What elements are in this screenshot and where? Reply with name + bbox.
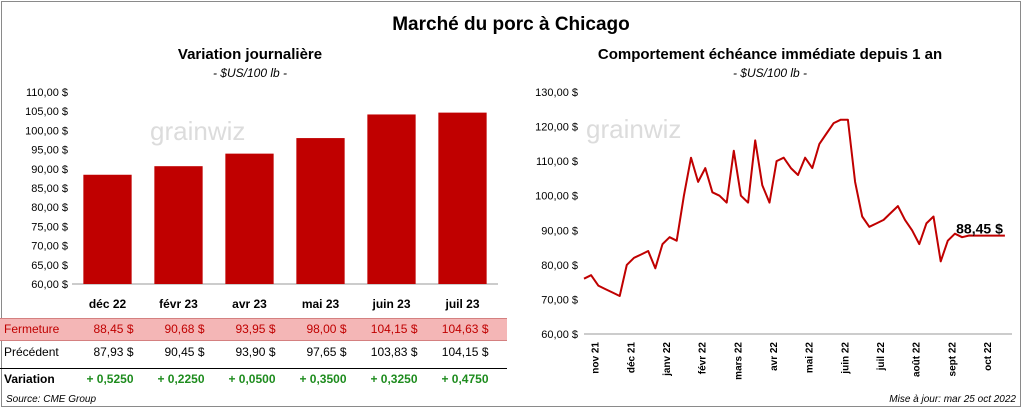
x-tick-label: déc 21 xyxy=(626,342,637,374)
table-cell: + 0,3250 xyxy=(370,372,418,386)
bar xyxy=(83,174,132,284)
table-cell: 93,95 $ xyxy=(235,322,276,336)
table-cell: 90,45 $ xyxy=(164,345,205,359)
y-tick-label: 105,00 $ xyxy=(25,106,68,118)
y-tick-label: 80,00 $ xyxy=(541,260,578,272)
table-cell: 104,15 $ xyxy=(441,345,489,359)
y-tick-label: 100,00 $ xyxy=(535,191,578,203)
x-tick-label: avr 23 xyxy=(232,297,267,311)
bar xyxy=(438,112,487,285)
page-title: Marché du porc à Chicago xyxy=(392,14,630,35)
x-tick-label: janv 22 xyxy=(662,342,673,377)
table-cell: + 0,0500 xyxy=(228,372,276,386)
y-tick-label: 120,00 $ xyxy=(535,122,578,134)
bar xyxy=(225,153,274,284)
y-tick-label: 90,00 $ xyxy=(541,225,578,237)
table-row-close: Fermeture 88,45 $ 90,68 $ 93,95 $ 98,00 $ 10… xyxy=(0,318,507,341)
last-value-label: 88,45 $ xyxy=(956,221,1003,237)
x-tick-label: juin 23 xyxy=(371,297,410,311)
x-tick-label: mai 22 xyxy=(805,342,816,374)
table-cell: 90,68 $ xyxy=(164,322,205,336)
y-tick-label: 100,00 $ xyxy=(25,125,68,137)
bar xyxy=(154,166,203,284)
y-tick-label: 75,00 $ xyxy=(31,221,68,233)
x-tick-label: mai 23 xyxy=(302,297,340,311)
x-tick-label: oct 22 xyxy=(983,342,994,371)
table-cell: 97,65 $ xyxy=(306,345,347,359)
update-date: Mise à jour: mar 25 oct 2022 xyxy=(889,394,1016,405)
y-tick-label: 60,00 $ xyxy=(31,279,68,291)
y-tick-label: 110,00 $ xyxy=(536,156,578,168)
table-cell: + 0,2250 xyxy=(157,372,205,386)
close-label: Fermeture xyxy=(4,322,60,336)
x-tick-label: août 22 xyxy=(912,342,923,377)
y-tick-label: 65,00 $ xyxy=(31,260,68,272)
y-tick-label: 90,00 $ xyxy=(31,164,68,176)
line-chart-subtitle: - $US/100 lb - xyxy=(732,66,808,80)
x-tick-label: juin 22 xyxy=(840,342,851,375)
table-cell: 88,45 $ xyxy=(93,322,134,336)
y-tick-label: 70,00 $ xyxy=(541,294,578,306)
table-cell: 103,83 $ xyxy=(370,345,418,359)
x-tick-label: avr 22 xyxy=(769,342,780,371)
table-cell: + 0,3500 xyxy=(299,372,347,386)
watermark-line: grainwiz xyxy=(586,114,681,144)
x-tick-label: juil 22 xyxy=(876,342,887,372)
y-tick-label: 60,00 $ xyxy=(541,329,578,341)
watermark-bar: grainwiz xyxy=(150,116,245,146)
table-cell: 93,90 $ xyxy=(235,345,276,359)
y-tick-label: 80,00 $ xyxy=(31,202,68,214)
variation-label: Variation xyxy=(4,372,55,386)
series-line xyxy=(583,118,1005,297)
y-tick-label: 110,00 $ xyxy=(26,87,68,99)
x-tick-label: juil 23 xyxy=(444,297,479,311)
previous-label: Précédent xyxy=(4,345,59,359)
bar-chart-subtitle: - $US/100 lb - xyxy=(212,66,288,80)
line-chart: grainwiz 60,00 $ 70,00 $ 80,00 $ 90,00 $ 100… xyxy=(535,87,1012,380)
table-cell: + 0,4750 xyxy=(441,372,489,386)
table-cell: + 0,5250 xyxy=(86,372,134,386)
table-cell: 98,00 $ xyxy=(306,322,347,336)
y-tick-label: 95,00 $ xyxy=(31,145,68,157)
x-tick-label: mars 22 xyxy=(733,342,744,380)
y-tick-label: 70,00 $ xyxy=(31,241,68,253)
x-tick-label: févr 22 xyxy=(698,342,709,375)
x-tick-label: févr 23 xyxy=(159,297,198,311)
x-tick-label: déc 22 xyxy=(89,297,127,311)
table-cell: 87,93 $ xyxy=(93,345,134,359)
bar xyxy=(296,138,345,284)
x-tick-label: nov 21 xyxy=(591,342,602,374)
y-tick-label: 85,00 $ xyxy=(31,183,68,195)
bar-chart: grainwiz 60,00 $ 65,00 $ 70,00 $ 75,00 $ 80,… xyxy=(25,87,498,311)
table-cell: 104,63 $ xyxy=(441,322,489,336)
bar xyxy=(367,114,416,285)
table-row-variation: Variation + 0,5250 + 0,2250 + 0,0500 + 0,35… xyxy=(0,368,507,391)
table-cell: 104,15 $ xyxy=(370,322,418,336)
source-note: Source: CME Group xyxy=(6,394,97,405)
table-row-previous: Précédent 87,93 $ 90,45 $ 93,90 $ 97,65 $ 10… xyxy=(0,342,507,364)
x-tick-label: sept 22 xyxy=(947,342,958,377)
bar-chart-title: Variation journalière xyxy=(177,46,323,63)
line-chart-title: Comportement échéance immédiate depuis 1… xyxy=(597,46,943,63)
y-tick-label: 130,00 $ xyxy=(535,87,578,99)
